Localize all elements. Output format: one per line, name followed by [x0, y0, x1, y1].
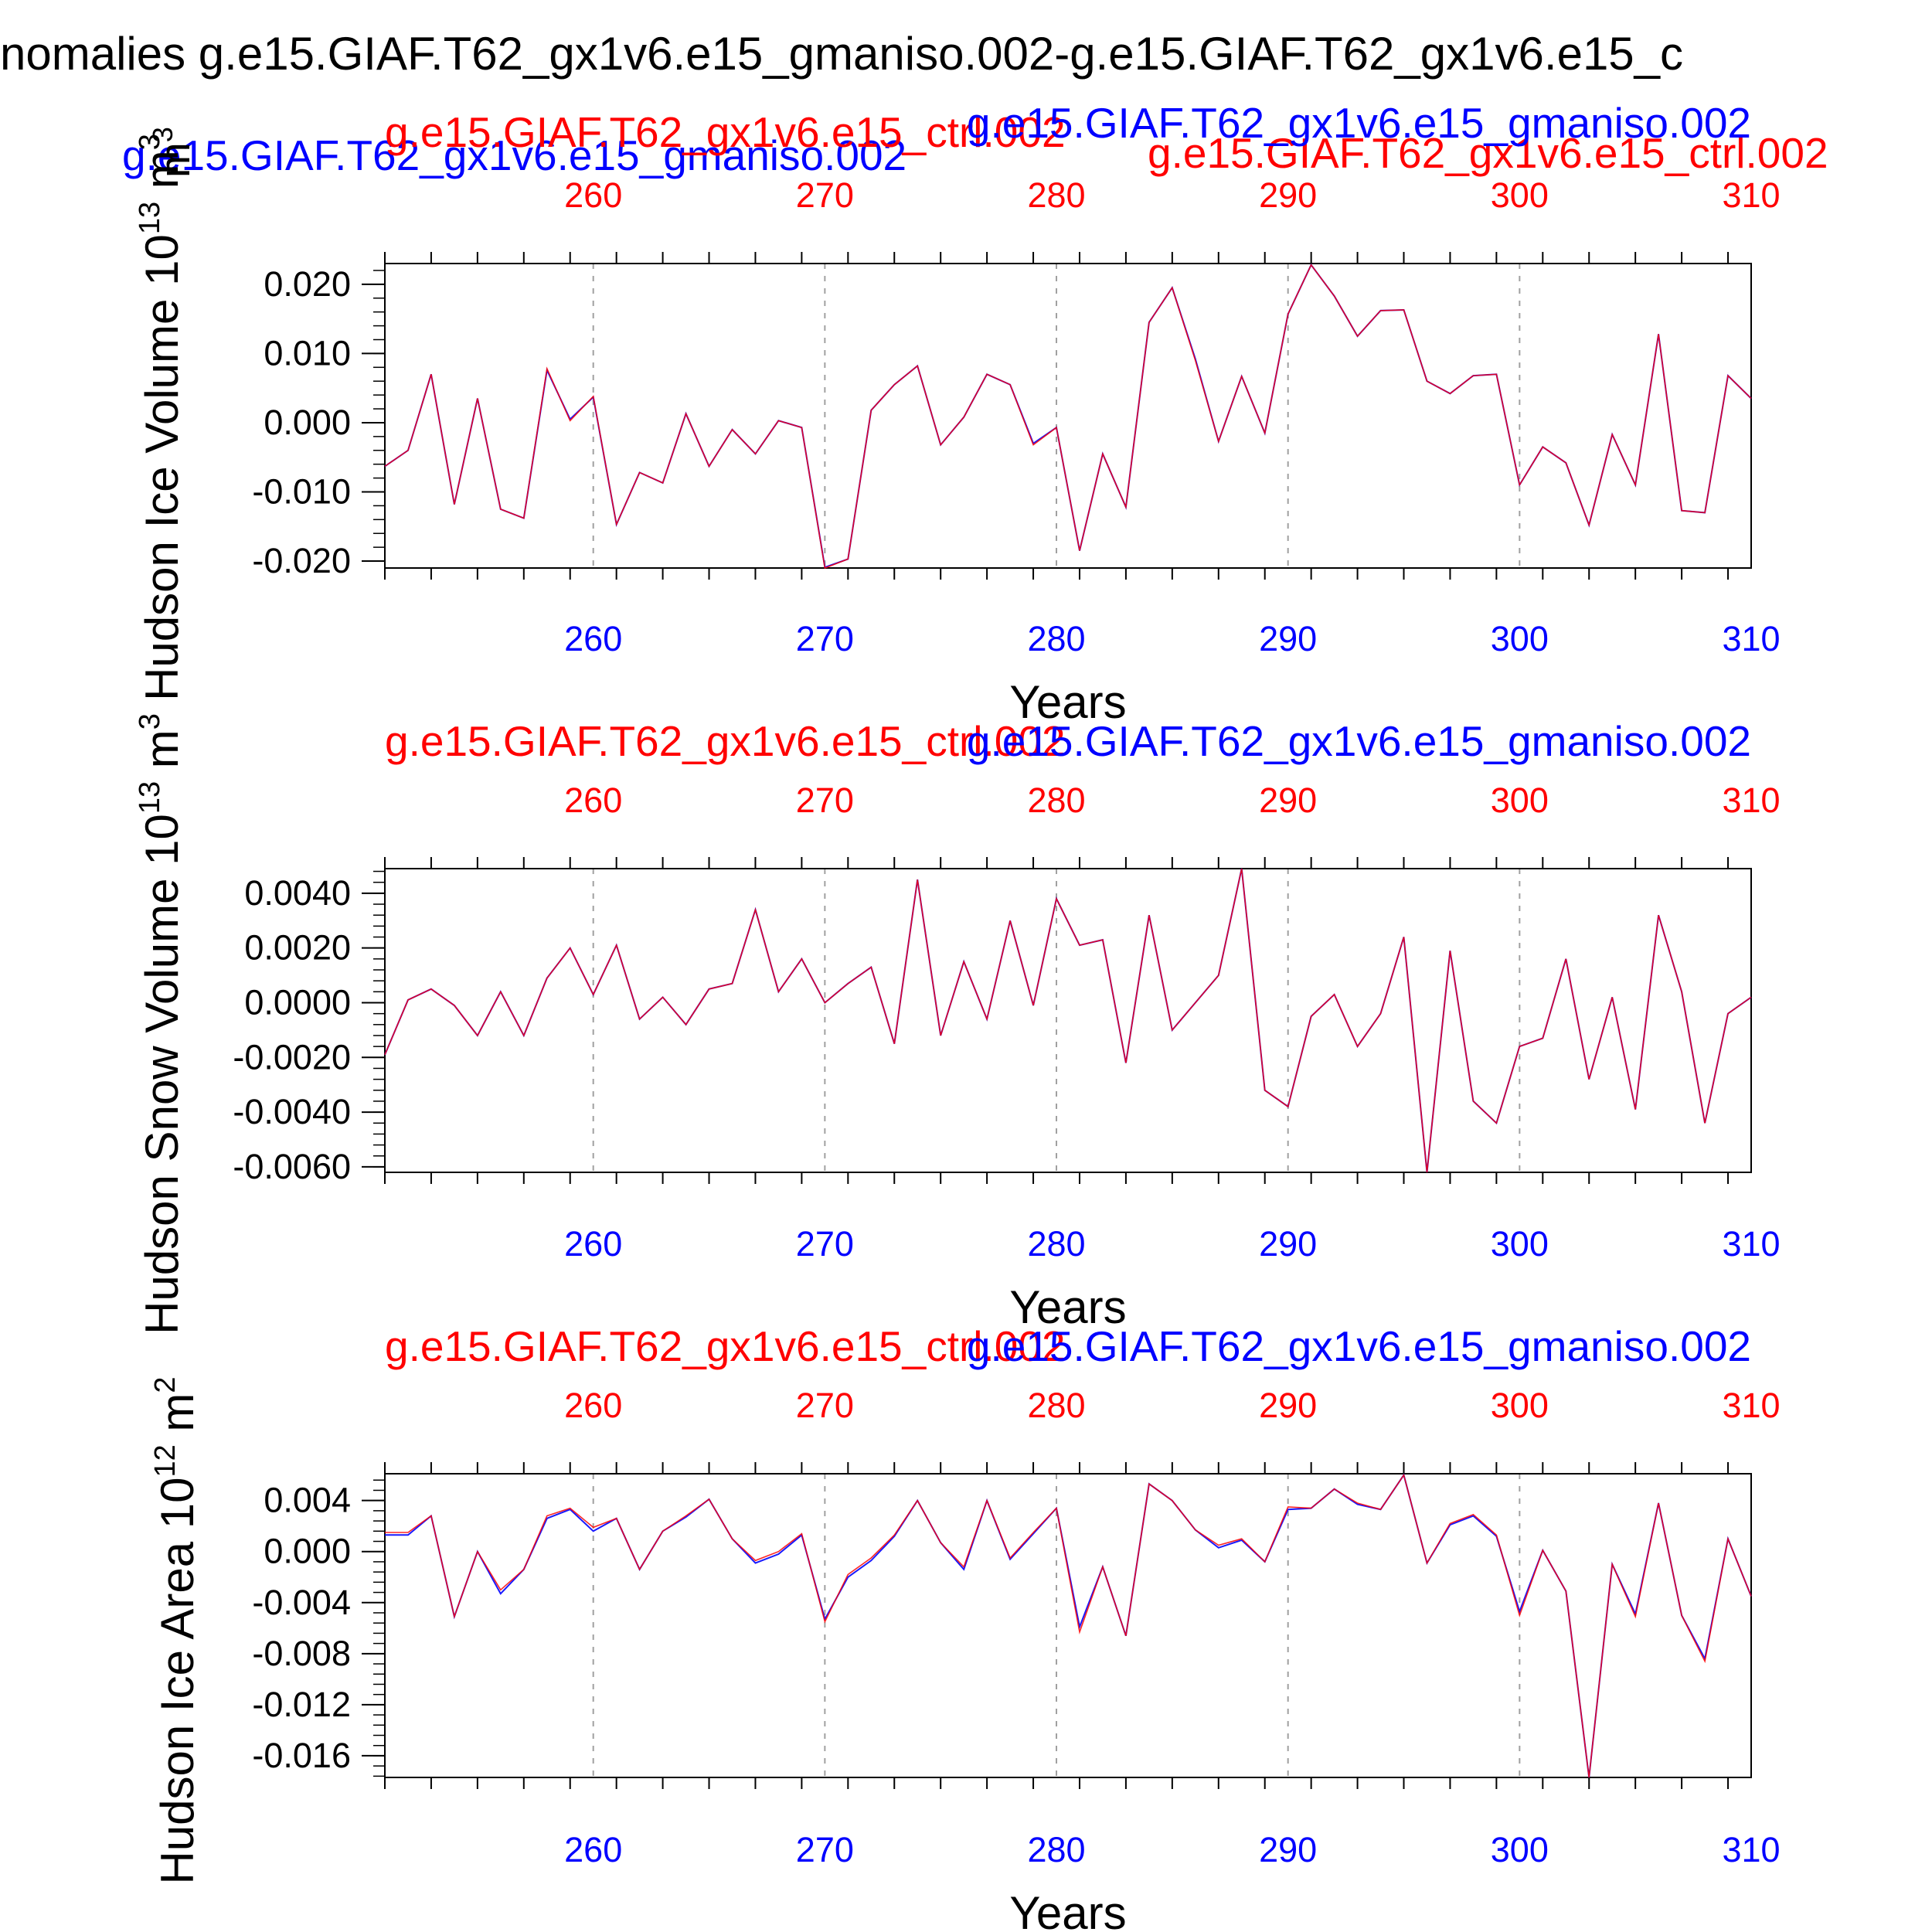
- x-tick-label: 300: [1491, 1224, 1549, 1264]
- x-top-tick-label: 280: [1027, 781, 1085, 820]
- x-tick-label: 310: [1722, 1830, 1780, 1869]
- legend-ctrl-offset-label: g.e15.GIAF.T62_gx1v6.e15_ctrl.002: [1148, 129, 1828, 177]
- x-top-tick-label: 260: [564, 175, 622, 215]
- x-tick-label: 290: [1259, 619, 1317, 658]
- legend-gmaniso-title: g.e15.GIAF.T62_gx1v6.e15_gmaniso.002: [967, 99, 1751, 147]
- x-tick-label: 270: [796, 619, 854, 658]
- y-tick-label: -0.008: [252, 1634, 351, 1673]
- y-axis-label-unit-exponent: 3: [134, 134, 166, 150]
- y-axis-label-unit-exponent: 2: [149, 1376, 182, 1393]
- x-top-tick-label: 310: [1722, 1386, 1780, 1425]
- y-axis-label-exponent: 13: [134, 781, 166, 814]
- x-tick-label: 280: [1027, 1224, 1085, 1264]
- y-axis-label-text: Hudson Ice Volume 10: [136, 234, 188, 701]
- y-axis-label-unit: m: [136, 150, 188, 202]
- x-top-tick-label: 270: [796, 1386, 854, 1425]
- legend-ctrl-title: g.e15.GIAF.T62_gx1v6.e15_ctrl.002: [385, 1322, 1066, 1370]
- x-top-tick-label: 310: [1722, 781, 1780, 820]
- x-top-tick-label: 300: [1491, 175, 1549, 215]
- y-axis-label: Hudson Snow Volume 1013 m3: [134, 713, 188, 1335]
- x-tick-label: 260: [564, 619, 622, 658]
- x-tick-label: 290: [1259, 1830, 1317, 1869]
- y-tick-label: 0.000: [264, 403, 351, 442]
- y-axis-label-unit: m: [136, 730, 188, 781]
- x-axis-label: Years: [1009, 1281, 1126, 1333]
- series-line-gmaniso: [385, 1473, 1752, 1778]
- x-top-tick-label: 300: [1491, 781, 1549, 820]
- x-top-tick-label: 280: [1027, 1386, 1085, 1425]
- x-tick-label: 290: [1259, 1224, 1317, 1264]
- x-tick-label: 270: [796, 1830, 854, 1869]
- legend-aniso-offset-label: g.e15.GIAF.T62_gx1v6.e15_gmaniso.002: [122, 131, 906, 179]
- panel-hudson-snow-volume: 260 260 270 270 280 280 290 290 300 300 310 310 -0.0…: [134, 713, 1781, 1335]
- y-tick-label: -0.004: [252, 1583, 351, 1622]
- x-tick-label: 260: [564, 1830, 622, 1869]
- x-top-tick-label: 290: [1259, 1386, 1317, 1425]
- x-top-tick-label: 290: [1259, 781, 1317, 820]
- x-tick-label: 280: [1027, 619, 1085, 658]
- y-tick-label: -0.016: [252, 1736, 351, 1775]
- x-top-tick-label: 260: [564, 781, 622, 820]
- stray-unit-label: m3: [147, 127, 199, 178]
- x-top-tick-label: 290: [1259, 175, 1317, 215]
- y-tick-label: -0.012: [252, 1685, 351, 1724]
- series-line-ctrl: [384, 264, 1752, 570]
- x-top-tick-label: 310: [1722, 175, 1780, 215]
- x-top-tick-label: 270: [796, 781, 854, 820]
- x-tick-label: 260: [564, 1224, 622, 1264]
- y-tick-label: -0.0060: [233, 1147, 351, 1186]
- panel-hudson-ice-area: 260 260 270 270 280 280 290 290 300 300 310 310 -0.0…: [149, 1322, 1781, 1932]
- x-tick-label: 310: [1722, 1224, 1780, 1264]
- y-axis-label-unit-exponent: 3: [134, 713, 166, 730]
- x-axis-label: Years: [1009, 676, 1126, 728]
- series-line-gmaniso: [384, 263, 1752, 569]
- panel-hudson-ice-volume: 260 260 270 270 280 280 290 290 300 300 310 310 -0.0…: [134, 99, 1781, 728]
- series-line-ctrl: [384, 868, 1752, 1173]
- series-line-gmaniso: [384, 868, 1752, 1173]
- y-axis-label-text: Hudson Ice Area 10: [151, 1478, 203, 1885]
- y-axis-label-unit: m: [151, 1393, 203, 1445]
- stray-unit-sup: 3: [147, 127, 179, 142]
- x-top-tick-label: 260: [564, 1386, 622, 1425]
- legend-gmaniso-title: g.e15.GIAF.T62_gx1v6.e15_gmaniso.002: [967, 717, 1751, 765]
- legend-ctrl-title: g.e15.GIAF.T62_gx1v6.e15_ctrl.002: [385, 717, 1066, 765]
- x-tick-label: 280: [1027, 1830, 1085, 1869]
- svg-text:m3: m3: [147, 127, 199, 178]
- y-tick-label: 0.0000: [244, 982, 351, 1022]
- y-axis-label: Hudson Ice Area 1012 m2: [149, 1376, 203, 1884]
- y-tick-label: 0.020: [264, 264, 351, 304]
- y-tick-label: 0.0040: [244, 873, 351, 913]
- y-tick-label: 0.0020: [244, 928, 351, 968]
- legend-ctrl-title: g.e15.GIAF.T62_gx1v6.e15_ctrl.002: [385, 108, 1066, 156]
- series-line-ctrl: [385, 1473, 1752, 1778]
- x-top-tick-label: 280: [1027, 175, 1085, 215]
- x-tick-label: 300: [1491, 619, 1549, 658]
- main-title: nomalies g.e15.GIAF.T62_gx1v6.e15_gmanis…: [0, 28, 1683, 80]
- y-axis-label: Hudson Ice Volume 1013 m3: [134, 134, 188, 701]
- y-tick-label: 0.000: [264, 1532, 351, 1571]
- x-tick-label: 300: [1491, 1830, 1549, 1869]
- y-tick-label: -0.0040: [233, 1092, 351, 1131]
- legend-gmaniso-title: g.e15.GIAF.T62_gx1v6.e15_gmaniso.002: [967, 1322, 1751, 1370]
- y-axis-label-text: Hudson Snow Volume 10: [136, 814, 188, 1335]
- y-tick-label: 0.010: [264, 333, 351, 372]
- plot-frame: [384, 263, 1752, 569]
- y-axis-label-exponent: 13: [134, 202, 166, 234]
- y-tick-label: -0.020: [252, 541, 351, 580]
- y-axis-label-exponent: 12: [149, 1444, 182, 1477]
- x-top-tick-label: 300: [1491, 1386, 1549, 1425]
- y-tick-label: -0.0020: [233, 1037, 351, 1077]
- x-top-tick-label: 270: [796, 175, 854, 215]
- plot-frame: [384, 1473, 1752, 1778]
- y-tick-label: 0.004: [264, 1481, 351, 1520]
- x-tick-label: 310: [1722, 619, 1780, 658]
- y-tick-label: -0.010: [252, 472, 351, 512]
- x-tick-label: 270: [796, 1224, 854, 1264]
- x-axis-label: Years: [1009, 1887, 1126, 1932]
- stray-unit-text: m: [151, 142, 199, 178]
- plot-frame: [384, 868, 1752, 1173]
